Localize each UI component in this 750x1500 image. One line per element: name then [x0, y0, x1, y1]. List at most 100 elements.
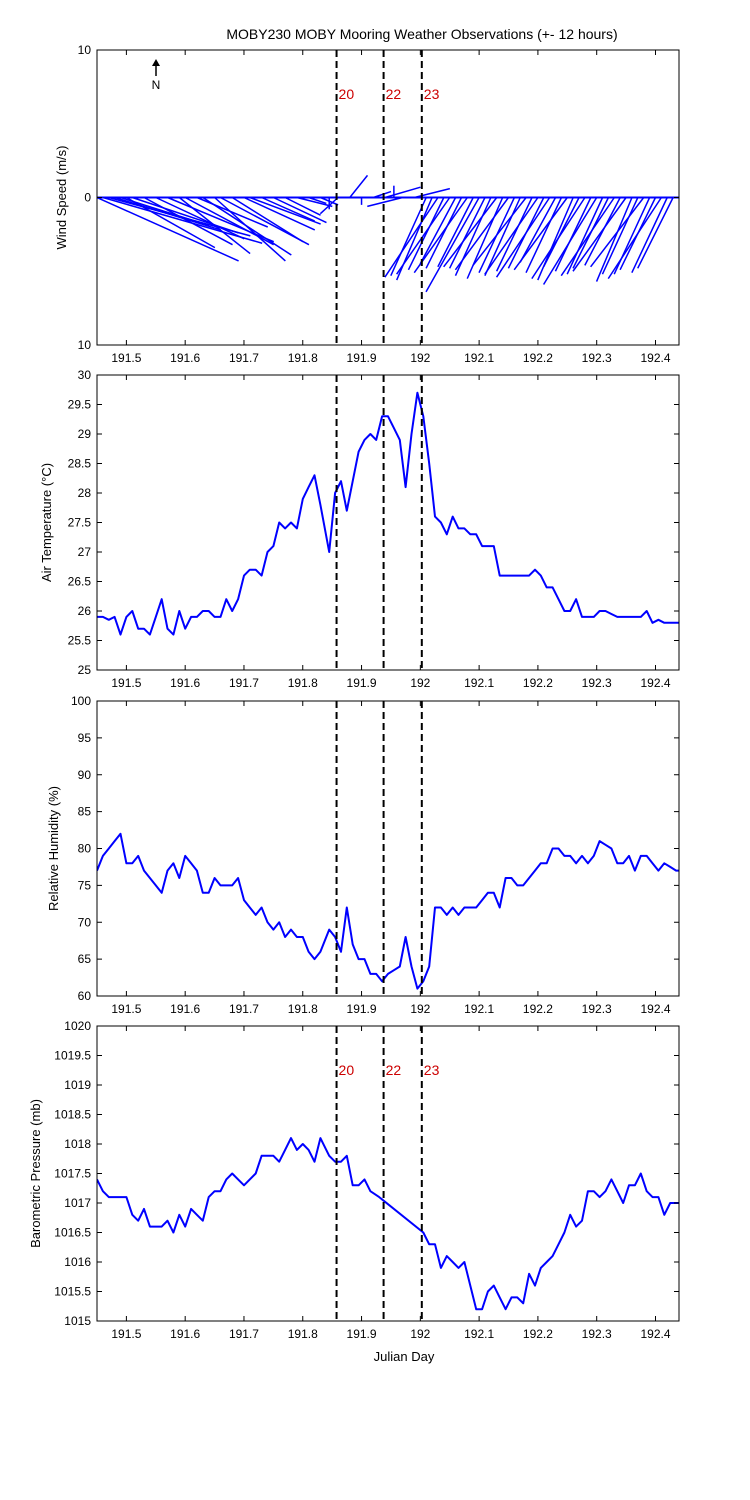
- x-tick-label: 192: [410, 1002, 430, 1016]
- panel-1: N 20 22 23 191.5 191.6 191.7 191.8 191.9 192 192.1…: [54, 43, 680, 365]
- x-tick-label: 191.7: [229, 1002, 259, 1016]
- wind-stick: [419, 197, 457, 265]
- x-tick-label: 192: [410, 676, 430, 690]
- wind-stick: [284, 196, 321, 216]
- panel-3: 191.5 191.6 191.7 191.8 191.9 192 192.1 192.2 19…: [46, 694, 680, 1016]
- wind-stick: [249, 196, 321, 225]
- wind-stick: [601, 197, 639, 275]
- y-tick-label: 1017: [64, 1196, 91, 1210]
- wind-stick: [114, 196, 222, 231]
- x-tick-label: 191.8: [288, 351, 318, 365]
- wind-stick: [97, 196, 239, 262]
- y-tick-label: 1018: [64, 1137, 91, 1151]
- x-tick-label: 192.3: [582, 1327, 612, 1341]
- wind-stick: [231, 196, 304, 243]
- wind-stick: [296, 196, 333, 208]
- y-tick-label: 1016.5: [54, 1226, 91, 1240]
- wind-stick: [349, 174, 369, 198]
- y-tick-label: 70: [78, 915, 92, 929]
- y-tick-label: 1017.5: [54, 1167, 91, 1181]
- wind-stick: [484, 197, 521, 276]
- y-tick-label: 25.5: [68, 634, 92, 648]
- wind-stick: [407, 197, 445, 271]
- y-tick-label: 29: [78, 427, 92, 441]
- wind-stick: [367, 196, 403, 208]
- north-label: N: [152, 78, 161, 92]
- event-label: 22: [386, 86, 402, 102]
- x-tick-label: 191.5: [111, 1327, 141, 1341]
- x-tick-label: 191.5: [111, 1002, 141, 1016]
- x-tick-label: 192.2: [523, 1002, 553, 1016]
- x-tick-label: 191.9: [347, 676, 377, 690]
- y-axis-label: Air Temperature (°C): [39, 463, 54, 582]
- wind-stick: [384, 197, 439, 278]
- figure-title: MOBY230 MOBY Mooring Weather Observation…: [226, 26, 617, 42]
- wind-stick: [519, 197, 557, 263]
- wind-stick: [102, 196, 263, 244]
- event-label: 23: [424, 1062, 440, 1078]
- y-tick-label: 1019.5: [54, 1049, 91, 1063]
- x-tick-label: 191.5: [111, 676, 141, 690]
- wind-stick: [319, 196, 339, 215]
- x-tick-label: 191.6: [170, 1327, 200, 1341]
- x-tick-label: 191.7: [229, 1327, 259, 1341]
- x-tick-label: 192.2: [523, 351, 553, 365]
- y-tick-label: 30: [78, 368, 92, 382]
- panel-2: 191.5 191.6 191.7 191.8 191.9 192 192.1 192.2 19…: [39, 368, 680, 690]
- wind-stick: [472, 197, 527, 266]
- wind-stick: [495, 197, 551, 278]
- y-tick-label: 28.5: [68, 457, 92, 471]
- y-tick-label: 1015: [64, 1314, 91, 1328]
- wind-stick: [590, 197, 645, 268]
- x-tick-label: 192.1: [464, 1327, 494, 1341]
- wind-stick: [525, 197, 563, 274]
- y-axis-label: Relative Humidity (%): [46, 786, 61, 911]
- y-tick-label: 1015.5: [54, 1285, 91, 1299]
- x-tick-label: 192.4: [640, 1002, 670, 1016]
- wind-stick: [437, 197, 474, 268]
- y-tick-label: 75: [78, 878, 92, 892]
- wind-stick: [155, 196, 245, 240]
- wind-stick: [607, 197, 662, 280]
- x-tick-label: 192.1: [464, 676, 494, 690]
- wind-stick: [595, 197, 633, 282]
- x-tick-label: 192.3: [582, 676, 612, 690]
- y-tick-label: 80: [78, 842, 92, 856]
- y-tick-label: 27: [78, 545, 92, 559]
- y-axis-label: Barometric Pressure (mb): [28, 1099, 43, 1248]
- wind-stick: [513, 197, 568, 271]
- x-tick-label: 192: [410, 1327, 430, 1341]
- y-tick-label: 28: [78, 486, 92, 500]
- wind-stick: [273, 196, 327, 224]
- x-tick-label: 191.8: [288, 1002, 318, 1016]
- wind-stick: [425, 197, 480, 293]
- x-tick-label: 192.4: [640, 1327, 670, 1341]
- y-tick-label: 26.5: [68, 575, 92, 589]
- wind-stick: [454, 197, 510, 271]
- series-line: [97, 832, 679, 990]
- wind-stick: [178, 196, 251, 255]
- wind-stick: [448, 197, 486, 269]
- y-tick-label: 0: [84, 191, 91, 205]
- x-tick-label: 192.4: [640, 676, 670, 690]
- y-tick-label: 60: [78, 989, 92, 1003]
- wind-stick: [560, 197, 615, 277]
- x-tick-label: 192: [410, 351, 430, 365]
- wind-stick: [413, 197, 468, 274]
- y-tick-label: 100: [71, 694, 91, 708]
- wind-stick: [126, 196, 216, 249]
- wind-stick: [425, 197, 463, 269]
- wind-stick: [443, 197, 498, 268]
- north-arrow-icon: [152, 59, 160, 66]
- x-tick-label: 191.9: [347, 1327, 377, 1341]
- event-label: 20: [339, 86, 355, 102]
- x-tick-label: 192.1: [464, 1002, 494, 1016]
- wind-stick: [495, 197, 533, 272]
- wind-stick: [143, 196, 233, 246]
- y-tick-label: 1019: [64, 1078, 91, 1092]
- wind-stick: [414, 187, 451, 199]
- wind-stick: [214, 196, 286, 262]
- y-tick-label: 29.5: [68, 398, 92, 412]
- wind-stick: [566, 197, 604, 275]
